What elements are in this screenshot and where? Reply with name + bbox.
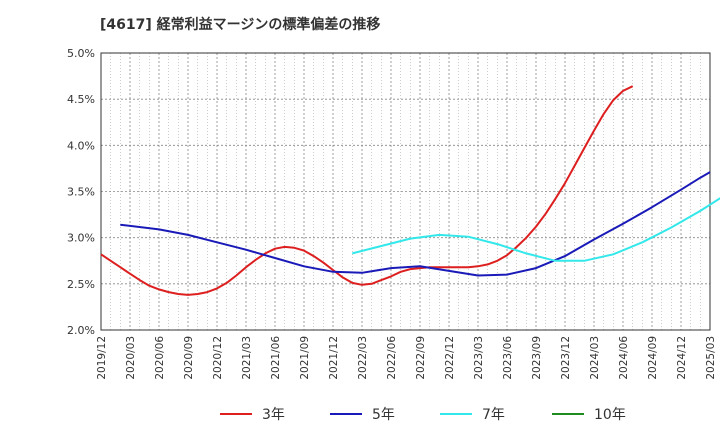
legend: 3年 5年 7年 10年 bbox=[220, 407, 626, 423]
y-tick-label: 5.0% bbox=[67, 47, 95, 60]
y-tick-label: 3.0% bbox=[67, 232, 95, 245]
series-lines bbox=[100, 85, 720, 296]
x-tick-label: 2020/12 bbox=[212, 336, 224, 380]
x-tick-label: 2019/12 bbox=[96, 336, 108, 380]
y-tick-label: 3.5% bbox=[67, 186, 95, 199]
x-tick-label: 2022/12 bbox=[444, 336, 456, 380]
x-tick-label: 2023/12 bbox=[560, 336, 572, 380]
x-tick-label: 2021/03 bbox=[241, 336, 253, 380]
x-tick-label: 2021/06 bbox=[270, 336, 282, 380]
y-tick-label: 4.5% bbox=[67, 93, 95, 106]
series-line-7年 bbox=[352, 197, 720, 262]
x-tick-label: 2020/09 bbox=[183, 336, 195, 380]
x-tick-label: 2020/06 bbox=[154, 336, 166, 380]
x-tick-label: 2024/12 bbox=[676, 336, 688, 380]
legend-label: 7年 bbox=[482, 407, 505, 423]
x-tick-label: 2024/03 bbox=[589, 336, 601, 380]
x-tick-label: 2024/09 bbox=[647, 336, 659, 380]
x-tick-label: 2020/03 bbox=[125, 336, 137, 380]
legend-label: 3年 bbox=[262, 407, 285, 423]
x-tick-label: 2021/12 bbox=[328, 336, 340, 380]
x-tick-label: 2021/09 bbox=[299, 336, 311, 380]
series-line-5年 bbox=[120, 171, 711, 277]
grid bbox=[100, 52, 711, 331]
x-tick-label: 2022/06 bbox=[386, 336, 398, 380]
plot-border bbox=[100, 52, 711, 331]
x-tick-label: 2024/06 bbox=[618, 336, 630, 380]
series-line-3年 bbox=[100, 85, 634, 296]
legend-label: 5年 bbox=[372, 407, 395, 423]
x-tick-label: 2022/09 bbox=[415, 336, 427, 380]
x-tick-label: 2022/03 bbox=[357, 336, 369, 380]
legend-label: 10年 bbox=[594, 407, 626, 423]
x-tick-label: 2023/03 bbox=[473, 336, 485, 380]
x-tick-label: 2025/03 bbox=[705, 336, 717, 380]
x-tick-label: 2023/09 bbox=[531, 336, 543, 380]
axes: 5.0% 4.5% 4.0% 3.5% 3.0% 2.5% 2.0%2019/12 2020/… bbox=[67, 47, 717, 380]
y-tick-label: 2.0% bbox=[67, 324, 95, 337]
y-tick-label: 4.0% bbox=[67, 139, 95, 152]
y-tick-label: 2.5% bbox=[67, 278, 95, 291]
chart-title: [4617] 経常利益マージンの標準偏差の推移 bbox=[100, 17, 381, 33]
x-tick-label: 2023/06 bbox=[502, 336, 514, 380]
